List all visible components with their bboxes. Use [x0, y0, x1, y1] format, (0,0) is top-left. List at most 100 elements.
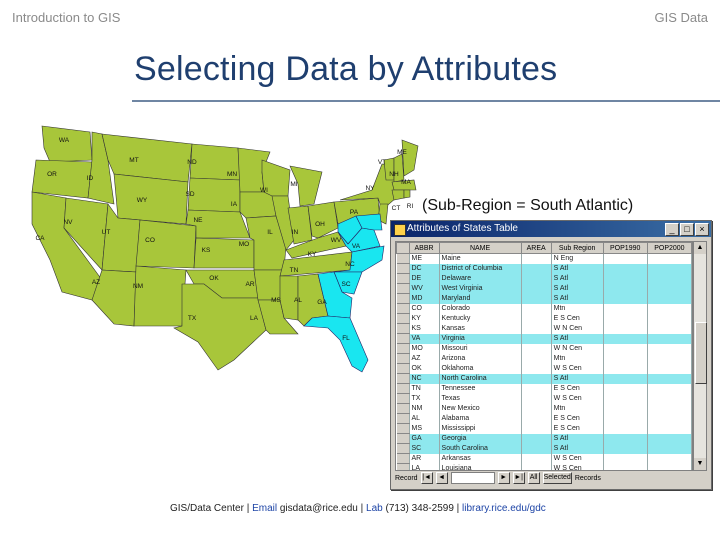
row-selector[interactable]: [396, 443, 410, 454]
table-row[interactable]: AZ Arizona Mtn: [396, 353, 692, 364]
state-label-mo: MO: [239, 241, 249, 248]
table-row[interactable]: KY Kentucky E S Cen: [396, 313, 692, 324]
attribute-table-title: Attributes of States Table: [407, 223, 518, 234]
row-selector[interactable]: [396, 383, 410, 394]
row-selector[interactable]: [396, 413, 410, 424]
table-cell-name: Colorado: [439, 303, 522, 314]
table-row[interactable]: WV West Virginia S Atl: [396, 283, 692, 294]
row-selector[interactable]: [396, 303, 410, 314]
state-label-fl: FL: [342, 335, 350, 342]
state-label-oh: OH: [315, 221, 325, 228]
row-selector[interactable]: [396, 293, 410, 304]
table-row[interactable]: TN Tennessee E S Cen: [396, 383, 692, 394]
row-selector[interactable]: [396, 403, 410, 414]
row-selector[interactable]: [396, 433, 410, 444]
row-selector[interactable]: [396, 363, 410, 374]
table-cell-abbr: VA: [409, 333, 440, 344]
table-cell-sub: E S Cen: [551, 413, 604, 424]
table-row[interactable]: KS Kansas W N Cen: [396, 323, 692, 334]
table-row[interactable]: ME Maine N Eng: [396, 253, 692, 264]
table-cell-p90: [603, 263, 648, 274]
show-all-button[interactable]: All: [527, 472, 540, 484]
table-row[interactable]: MS Mississippi E S Cen: [396, 423, 692, 434]
table-row[interactable]: AR Arkansas W S Cen: [396, 453, 692, 464]
column-header[interactable]: ABBR: [408, 242, 440, 254]
table-cell-p90: [603, 453, 648, 464]
table-cell-p00: [647, 273, 692, 284]
last-record-button[interactable]: ►|: [512, 472, 525, 484]
scroll-up-icon[interactable]: ▲: [694, 242, 706, 254]
table-cell-abbr: AR: [409, 453, 440, 464]
table-row[interactable]: DE Delaware S Atl: [396, 273, 692, 284]
minimize-icon[interactable]: _: [665, 223, 679, 236]
row-selector[interactable]: [396, 393, 410, 404]
next-record-button[interactable]: ►: [497, 472, 510, 484]
state-oh: [307, 201, 339, 239]
table-cell-sub: W S Cen: [551, 463, 604, 470]
footer: GIS/Data Center | Email gisdata@rice.edu…: [170, 503, 546, 514]
table-row[interactable]: DC District of Columbia S Atl: [396, 263, 692, 274]
maximize-icon[interactable]: □: [680, 223, 694, 236]
table-row[interactable]: MD Maryland S Atl: [396, 293, 692, 304]
state-me: [401, 139, 419, 177]
table-cell-abbr: MO: [409, 343, 440, 354]
state-label-wa: WA: [59, 137, 70, 144]
row-selector[interactable]: [396, 263, 410, 274]
attribute-table-titlebar[interactable]: Attributes of States Table _ □ ×: [391, 221, 711, 237]
table-cell-area: [521, 373, 552, 384]
table-row[interactable]: VA Virginia S Atl: [396, 333, 692, 344]
footer-url[interactable]: library.rice.edu/gdc: [462, 503, 546, 514]
column-header[interactable]: POP2000: [646, 242, 692, 254]
state-label-sc: SC: [341, 281, 350, 288]
table-cell-name: Kentucky: [439, 313, 522, 324]
row-selector[interactable]: [396, 343, 410, 354]
table-cell-p00: [647, 403, 692, 414]
footer-email-label[interactable]: Email: [252, 503, 278, 514]
row-selector[interactable]: [396, 323, 410, 334]
row-selector[interactable]: [396, 453, 410, 464]
table-cell-area: [521, 313, 552, 324]
scroll-thumb[interactable]: [695, 322, 707, 384]
table-row[interactable]: GA Georgia S Atl: [396, 433, 692, 444]
row-selector[interactable]: [396, 313, 410, 324]
table-row[interactable]: NM New Mexico Mtn: [396, 403, 692, 414]
record-number-field[interactable]: [450, 472, 495, 484]
first-record-button[interactable]: |◄: [420, 472, 433, 484]
row-selector[interactable]: [396, 273, 410, 284]
state-label-il: IL: [267, 229, 273, 236]
column-header[interactable]: Sub Region: [550, 242, 604, 254]
table-row[interactable]: AL Alabama E S Cen: [396, 413, 692, 424]
table-row[interactable]: SC South Carolina S Atl: [396, 443, 692, 454]
column-header[interactable]: NAME: [438, 242, 522, 254]
row-selector[interactable]: [396, 423, 410, 434]
table-cell-p90: [603, 253, 648, 264]
table-row[interactable]: CO Colorado Mtn: [396, 303, 692, 314]
table-row[interactable]: NC North Carolina S Atl: [396, 373, 692, 384]
table-cell-sub: Mtn: [551, 303, 604, 314]
table-row[interactable]: LA Louisiana W S Cen: [396, 463, 692, 470]
vertical-scrollbar[interactable]: ▲ ▼: [693, 241, 707, 471]
table-row[interactable]: MO Missouri W N Cen: [396, 343, 692, 354]
row-selector[interactable]: [396, 253, 410, 264]
show-selected-button[interactable]: Selected: [542, 472, 572, 484]
table-statusbar: Record |◄ ◄ ► ►| All Selected Records: [395, 471, 705, 485]
row-selector[interactable]: [396, 353, 410, 364]
state-label-in: IN: [292, 229, 299, 236]
footer-lab-label[interactable]: Lab: [366, 503, 383, 514]
table-row[interactable]: TX Texas W S Cen: [396, 393, 692, 404]
close-icon[interactable]: ×: [695, 223, 709, 236]
table-cell-p90: [603, 383, 648, 394]
column-header[interactable]: POP1990: [602, 242, 648, 254]
prev-record-button[interactable]: ◄: [435, 472, 448, 484]
row-selector[interactable]: [396, 283, 410, 294]
table-cell-p00: [647, 333, 692, 344]
state-label-ri: RI: [407, 203, 414, 210]
column-header[interactable]: AREA: [520, 242, 552, 254]
attribute-table-window[interactable]: Attributes of States Table _ □ × ABBR NAM…: [390, 220, 712, 490]
scroll-down-icon[interactable]: ▼: [694, 458, 706, 470]
table-row[interactable]: OK Oklahoma W S Cen: [396, 363, 692, 374]
row-selector[interactable]: [396, 333, 410, 344]
row-selector[interactable]: [396, 463, 410, 470]
row-selector[interactable]: [396, 373, 410, 384]
table-cell-area: [521, 363, 552, 374]
